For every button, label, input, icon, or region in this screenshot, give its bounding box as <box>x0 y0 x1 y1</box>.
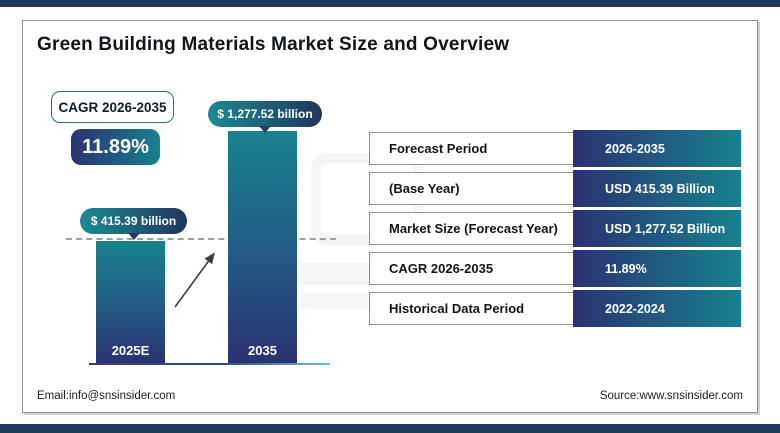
content-frame: Green Building Materials Market Size and… <box>22 20 758 413</box>
page-title: Green Building Materials Market Size and… <box>37 34 510 55</box>
bottom-accent-bar <box>0 424 780 433</box>
table-row-label: Market Size (Forecast Year) <box>389 221 558 236</box>
footer-source: Source:www.snsinsider.com <box>599 390 743 402</box>
table-row-label: Historical Data Period <box>389 301 525 316</box>
x-axis-line <box>89 363 330 365</box>
value-bubble-2025e-label: $ 415.39 billion <box>90 214 177 228</box>
cagr-value-label: 11.89% <box>82 135 149 158</box>
spec-table: Forecast Period 2026-2035 (Base Year) US… <box>369 130 741 332</box>
footer-email: Email:info@snsinsider.com <box>37 390 176 402</box>
table-row: (Base Year) USD 415.39 Billion <box>369 170 741 207</box>
value-bubble-2025e: $ 415.39 billion <box>80 208 187 240</box>
table-row-value: 11.89% <box>573 250 741 287</box>
value-bubble-2035-label: $ 1,277.52 billion <box>217 107 313 121</box>
table-row: Market Size (Forecast Year) USD 1,277.52… <box>369 210 741 247</box>
top-accent-bar <box>0 0 780 7</box>
bar-2025e: 2025E <box>96 241 165 364</box>
table-row-label: CAGR 2026-2035 <box>389 261 494 276</box>
cagr-period-box: CAGR 2026-2035 <box>51 91 174 123</box>
bar-2035: 2035 <box>228 131 297 364</box>
table-row: CAGR 2026-2035 11.89% <box>369 250 741 287</box>
table-row-label: Forecast Period <box>389 141 488 156</box>
table-row: Forecast Period 2026-2035 <box>369 130 741 167</box>
cagr-value-badge: 11.89% <box>71 129 160 165</box>
table-row-label: (Base Year) <box>389 181 460 196</box>
reference-dashed-line <box>66 238 336 240</box>
table-row-value: USD 415.39 Billion <box>573 170 741 207</box>
table-row-value: USD 1,277.52 Billion <box>573 210 741 247</box>
bar-2025e-category-label: 2025E <box>111 343 150 358</box>
growth-arrow-icon <box>174 252 215 308</box>
table-row: Historical Data Period 2022-2024 <box>369 290 741 327</box>
value-bubble-2035: $ 1,277.52 billion <box>208 101 322 133</box>
bar-2035-category-label: 2035 <box>248 343 277 358</box>
table-row-value: 2022-2024 <box>573 290 741 327</box>
table-row-value: 2026-2035 <box>573 130 741 167</box>
cagr-period-label: CAGR 2026-2035 <box>58 99 167 115</box>
